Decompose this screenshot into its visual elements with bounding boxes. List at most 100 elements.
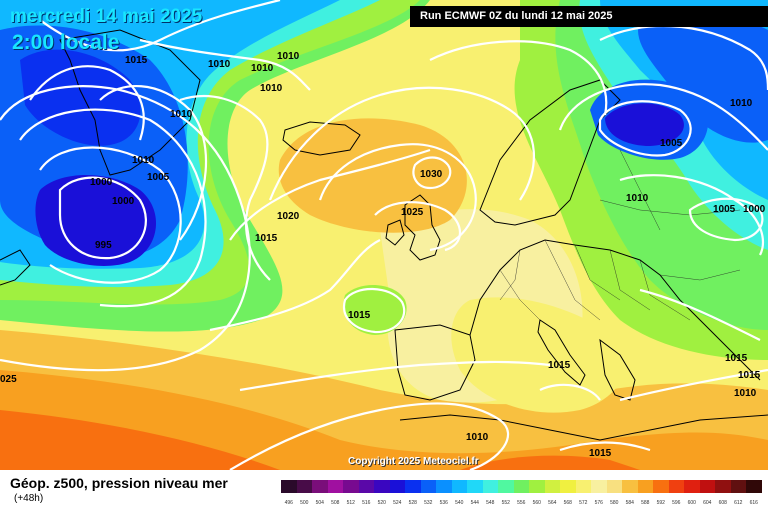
- color-scale-swatch: [327, 480, 343, 493]
- legend-footer: Géop. z500, pression niveau mer (+48h) 4…: [0, 470, 768, 512]
- isobar-label: 1015: [738, 370, 761, 381]
- color-scale-tick: 576: [594, 500, 603, 506]
- color-scale-swatch: [374, 480, 390, 493]
- color-scale-swatch: [529, 480, 545, 493]
- color-scale-tick: 548: [486, 500, 495, 506]
- copyright: Copyright 2025 Meteociel.fr: [348, 456, 479, 467]
- color-scale-swatch: [715, 480, 731, 493]
- color-scale-swatch: [389, 480, 405, 493]
- color-scale: [281, 480, 762, 493]
- isobar-label: 1015: [548, 360, 571, 371]
- isobar-label: 1015: [589, 448, 612, 459]
- color-scale-swatch: [436, 480, 452, 493]
- color-scale-tick: 508: [331, 500, 340, 506]
- color-scale-tick: 516: [362, 500, 371, 506]
- coastlines: [0, 29, 768, 441]
- color-scale-tick: 564: [548, 500, 557, 506]
- color-scale-swatch: [420, 480, 436, 493]
- color-scale-swatch: [606, 480, 622, 493]
- isobar-label: 1010: [208, 59, 231, 70]
- isobar-label: 1015: [125, 55, 148, 66]
- isobar-label: 1015: [348, 310, 371, 321]
- color-scale-swatch: [560, 480, 576, 493]
- forecast-date: mercredi 14 mai 2025: [10, 6, 203, 27]
- color-scale-tick: 524: [393, 500, 402, 506]
- isobar-labels: 1015 1010 1010 1010 1010 1010 1010 1005 …: [0, 51, 766, 459]
- color-scale-swatch: [296, 480, 312, 493]
- color-scale-tick: 532: [424, 500, 433, 506]
- color-scale-swatch: [591, 480, 607, 493]
- color-scale-swatch: [746, 480, 762, 493]
- color-scale-swatch: [622, 480, 638, 493]
- isobars: [0, 0, 768, 470]
- color-scale-tick: 608: [718, 500, 727, 506]
- color-scale-tick: 604: [703, 500, 712, 506]
- isobar-label: 1000: [90, 177, 113, 188]
- isobar-label: 1010: [260, 83, 283, 94]
- isobar-label: 1000: [112, 196, 135, 207]
- forecast-local-time: 2:00 locale: [12, 31, 120, 54]
- color-scale-tick: 556: [517, 500, 526, 506]
- color-scale-tick: 600: [687, 500, 696, 506]
- color-scale-tick: 572: [579, 500, 588, 506]
- color-scale-swatch: [699, 480, 715, 493]
- isobar-label: 1010: [170, 109, 193, 120]
- color-scale-swatch: [405, 480, 421, 493]
- color-scale-tick: 588: [641, 500, 650, 506]
- color-scale-swatch: [575, 480, 591, 493]
- color-scale-tick: 612: [734, 500, 743, 506]
- color-scale-tick: 520: [377, 500, 386, 506]
- isobar-label: 025: [0, 374, 17, 385]
- color-scale-tick: 560: [532, 500, 541, 506]
- color-scale-swatch: [343, 480, 359, 493]
- color-scale-tick: 592: [656, 500, 665, 506]
- weather-map: 1015 1010 1010 1010 1010 1010 1010 1005 …: [0, 0, 768, 470]
- color-scale-swatch: [482, 480, 498, 493]
- isobar-label: 1015: [255, 233, 278, 244]
- color-scale-tick: 504: [315, 500, 324, 506]
- color-scale-swatch: [668, 480, 684, 493]
- color-scale-tick: 596: [672, 500, 681, 506]
- isobar-label: 1010: [277, 51, 300, 62]
- color-scale-swatch: [513, 480, 529, 493]
- isobar-label: 1000: [743, 204, 766, 215]
- color-scale-swatch: [498, 480, 514, 493]
- color-scale-tick: 540: [455, 500, 464, 506]
- isobar-label: 1030: [420, 169, 443, 180]
- isobar-label: 1005: [147, 172, 170, 183]
- color-scale-swatch: [358, 480, 374, 493]
- isobar-label: 1010: [251, 63, 274, 74]
- color-scale-swatch: [730, 480, 746, 493]
- isobar-label: 1020: [277, 211, 300, 222]
- geopotential-field: [0, 0, 768, 470]
- color-scale-tick: 536: [439, 500, 448, 506]
- color-scale-swatch: [653, 480, 669, 493]
- borders: [499, 149, 741, 321]
- isobar-label: 1025: [401, 207, 424, 218]
- color-scale-tick: 512: [346, 500, 355, 506]
- color-scale-tick: 528: [408, 500, 417, 506]
- isobar-label: 1015: [725, 353, 748, 364]
- color-scale-swatch: [312, 480, 328, 493]
- isobar-label: 1010: [626, 193, 649, 204]
- isobar-label: 1010: [466, 432, 489, 443]
- color-scale-swatch: [544, 480, 560, 493]
- color-scale-tick: 496: [284, 500, 293, 506]
- color-scale-tick: 580: [610, 500, 619, 506]
- isobar-label: 995: [95, 240, 112, 251]
- map-title: Géop. z500, pression niveau mer: [10, 475, 228, 491]
- isobar-label: 1005: [660, 138, 683, 149]
- color-scale-swatch: [637, 480, 653, 493]
- color-scale-tick: 584: [625, 500, 634, 506]
- color-scale-tick: 616: [749, 500, 758, 506]
- color-scale-tick: 544: [470, 500, 479, 506]
- color-scale-swatch: [451, 480, 467, 493]
- color-scale-tick: 500: [300, 500, 309, 506]
- isobar-label: 1005: [713, 204, 736, 215]
- color-scale-tick: 552: [501, 500, 510, 506]
- color-scale-labels: 496 500 504 508 512 516 520 524 528 532 536 540 544 5…: [281, 500, 762, 506]
- color-scale-swatch: [684, 480, 700, 493]
- color-scale-tick: 568: [563, 500, 572, 506]
- forecast-step: (+48h): [14, 493, 44, 504]
- color-scale-swatch: [281, 480, 297, 493]
